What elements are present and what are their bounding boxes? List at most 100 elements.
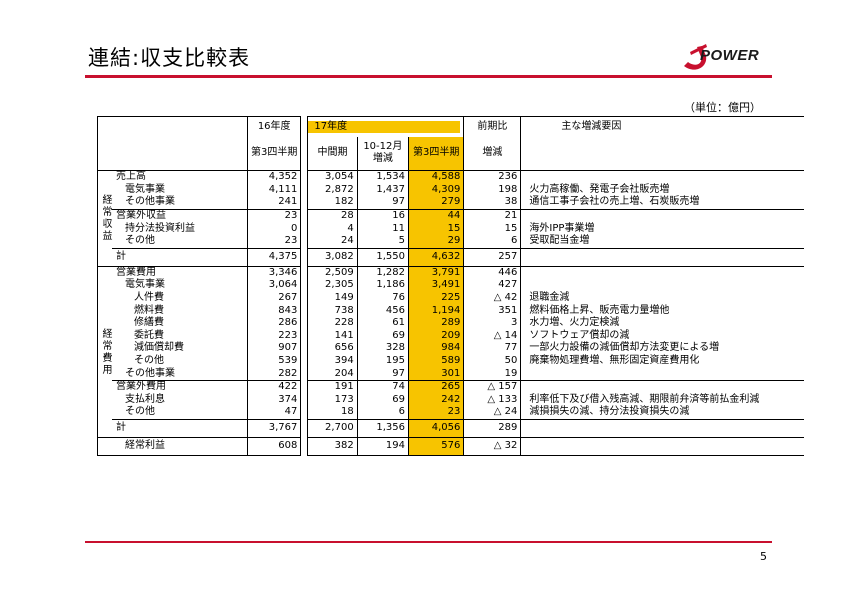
value-oct-dec: 1,356: [357, 418, 410, 438]
value-oct-dec: 1,186: [357, 279, 410, 292]
value-change: △ 42: [463, 291, 522, 305]
value-fy16-q3: 23: [247, 234, 302, 249]
value-interim: 24: [307, 234, 358, 249]
change-reason: [520, 247, 805, 267]
value-interim: 3,082: [307, 247, 358, 267]
value-oct-dec: 194: [357, 436, 410, 456]
logo-text: POWER: [700, 47, 760, 64]
change-reason: 退職金減: [529, 292, 570, 304]
row-label: 委託費: [112, 329, 248, 343]
value-fy16-q3: 267: [247, 291, 302, 305]
income-comparison-table: 16年度 17年度 前期比 主な増減要因 第3四半期 中間期 10-12月 増減…: [97, 116, 805, 456]
row-label: 人件費: [112, 291, 248, 305]
value-interim: 191: [307, 379, 358, 394]
value-fy16-q3: 4,352: [247, 169, 302, 184]
value-oct-dec: 61: [357, 316, 410, 330]
value-fy16-q3: 374: [247, 393, 302, 407]
value-fy17-q3: 225: [408, 291, 465, 305]
value-oct-dec: 76: [357, 291, 410, 305]
value-interim: 141: [307, 329, 358, 343]
power-logo-icon: [684, 44, 707, 70]
table-row: 支払利息 374 173 69 242 △ 133 利率低下及び借入残高減、期限前弁済等前払…: [98, 393, 805, 407]
value-fy17-q3: 4,056: [408, 418, 465, 438]
value-fy16-q3: 47: [247, 406, 302, 420]
value-change: △ 157: [463, 379, 522, 394]
row-label: 経常利益: [112, 436, 248, 456]
table-row: 電気事業 3,064 2,305 1,186 3,491 427: [98, 279, 805, 292]
value-fy16-q3: 608: [247, 436, 302, 456]
value-change: 38: [463, 196, 522, 210]
change-reason: [520, 418, 805, 438]
value-fy17-q3: 4,632: [408, 247, 465, 267]
value-oct-dec: 456: [357, 304, 410, 317]
row-label: その他: [112, 354, 248, 368]
value-fy16-q3: 3,767: [247, 418, 302, 438]
header-oct-dec: 10-12月 増減: [357, 136, 410, 171]
value-fy17-q3: 301: [408, 367, 465, 381]
value-interim: 4: [307, 222, 358, 235]
value-change: 77: [463, 342, 522, 355]
change-reason: 廃棄物処理費増、無形固定資産費用化: [529, 355, 700, 367]
value-fy16-q3: 3,064: [247, 279, 302, 292]
table-row: 経常利益 608 382 194 576 △ 32: [97, 436, 805, 456]
value-oct-dec: 69: [357, 329, 410, 343]
value-oct-dec: 74: [357, 379, 410, 394]
row-label: 営業費用: [112, 265, 248, 280]
value-fy17-q3: 279: [408, 196, 465, 210]
value-change: △ 14: [463, 329, 522, 343]
side-label: 経常収益: [97, 170, 112, 267]
header-q3-17: 第3四半期: [408, 136, 465, 171]
value-fy17-q3: 984: [408, 342, 465, 355]
value-interim: 394: [307, 354, 358, 368]
change-reason: [521, 367, 805, 380]
value-change: 289: [463, 418, 522, 438]
value-fy17-q3: 23: [408, 406, 465, 420]
value-oct-dec: 11: [357, 222, 410, 235]
change-reason: 一部火力設備の減価償却方法変更による増: [529, 342, 720, 354]
value-interim: 204: [307, 367, 358, 381]
table-row: 委託費 223 141 69 209 △ 14 ソフトウェア償却の減: [98, 329, 805, 343]
unit-label: （単位：億円）: [684, 101, 761, 114]
value-change: 3: [463, 316, 522, 330]
value-oct-dec: 97: [357, 196, 410, 210]
value-fy16-q3: 23: [247, 208, 302, 223]
table-row: 燃料費 843 738 456 1,194 351 燃料価格上昇、販売電力量増他: [98, 304, 805, 317]
value-change: △ 24: [463, 406, 522, 420]
value-fy17-q3: 15: [408, 222, 465, 235]
header-fy16: 16年度: [247, 116, 302, 137]
side-label: 経常費用: [97, 265, 112, 438]
row-label: その他: [112, 234, 248, 249]
value-oct-dec: 1,437: [357, 183, 410, 197]
change-reason: 火力高稼働、発電子会社販売増: [529, 183, 670, 195]
value-fy16-q3: 223: [247, 329, 302, 343]
value-change: 257: [463, 247, 522, 267]
title-rule: [85, 75, 772, 78]
table-row: 営業外費用 422 191 74 265 △ 157: [98, 379, 805, 394]
row-label: その他事業: [112, 196, 248, 210]
value-fy16-q3: 843: [247, 304, 302, 317]
value-oct-dec: 1,282: [357, 265, 410, 280]
row-label: 持分法投資利益: [112, 222, 248, 235]
table-row: 電気事業 4,111 2,872 1,437 4,309 198 火力高稼働、発電子会社販売…: [98, 183, 805, 197]
change-reason: [520, 169, 805, 184]
change-reason: 利率低下及び借入残高減、期限前弁済等前払金利減: [529, 393, 760, 405]
table-row: その他 539 394 195 589 50 廃棄物処理費増、無形固定資産費用化: [98, 354, 805, 368]
row-label: 燃料費: [112, 304, 248, 317]
row-label: 営業外収益: [112, 208, 248, 223]
table-row: その他事業 241 182 97 279 38 通信工事子会社の売上増、石炭販売増: [98, 196, 805, 210]
value-fy16-q3: 241: [247, 196, 302, 210]
change-reason: 通信工事子会社の売上増、石炭販売増: [529, 196, 700, 208]
value-interim: 149: [307, 291, 358, 305]
row-label: 電気事業: [112, 183, 248, 197]
value-fy17-q3: 3,491: [408, 279, 465, 292]
table-row: その他 47 18 6 23 △ 24 減損損失の減、持分法投資損失の減: [98, 406, 805, 420]
value-interim: 382: [307, 436, 358, 456]
change-reason: 受取配当金増: [529, 235, 590, 247]
table-row: 営業外収益 23 28 16 44 21: [98, 208, 805, 223]
header-q3-16: 第3四半期: [247, 136, 302, 171]
value-interim: 2,872: [307, 183, 358, 197]
page-title: 連結:収支比較表: [88, 46, 251, 70]
value-interim: 656: [307, 342, 358, 355]
value-fy17-q3: 242: [408, 393, 465, 407]
value-oct-dec: 6: [357, 406, 410, 420]
